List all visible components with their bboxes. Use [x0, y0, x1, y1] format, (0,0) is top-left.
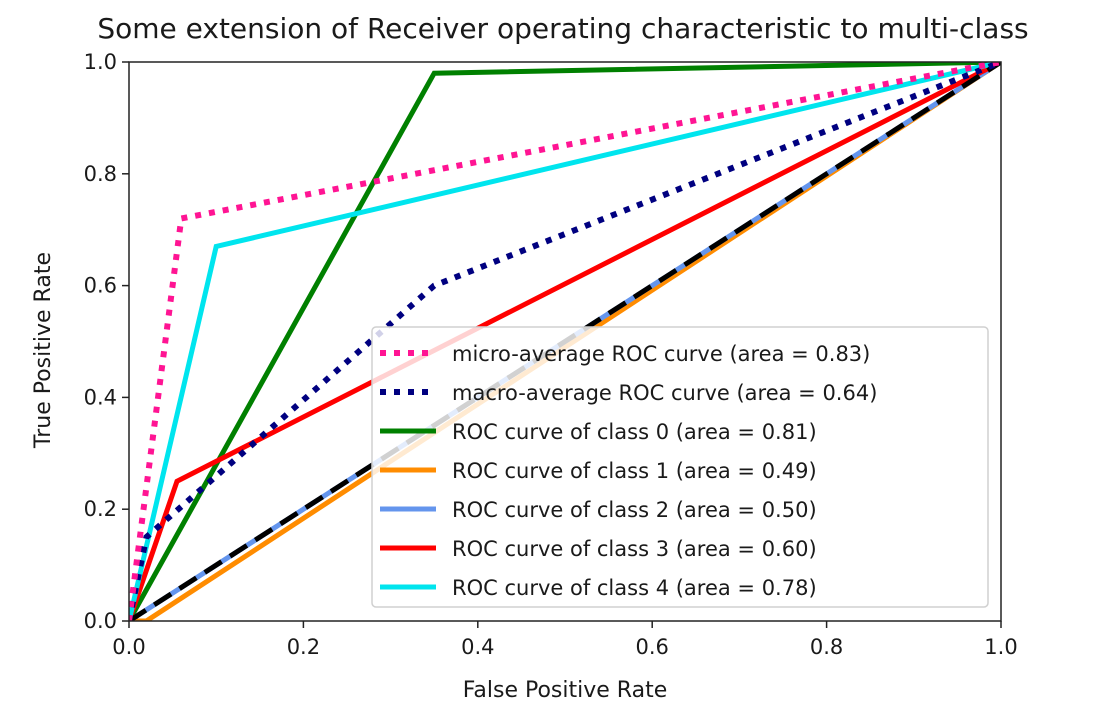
chart-title: Some extension of Receiver operating cha…: [97, 12, 1028, 45]
axes: 0.0 0.2 0.4 0.6 0.8 1.0 0.0 0.2 0.4 0.6 0.8 1.0: [84, 50, 1018, 659]
series-line-3: [129, 62, 1001, 621]
legend-entry: macro-average ROC curve (area = 0.64): [452, 381, 877, 405]
x-tick-label: 0.2: [287, 635, 320, 659]
plot-frame: [128, 61, 1002, 622]
legend-entry: ROC curve of class 1 (area = 0.49): [452, 459, 817, 483]
y-tick-label: 0.6: [84, 274, 117, 298]
legend-entry: ROC curve of class 2 (area = 0.50): [452, 498, 817, 522]
legend-box: [371, 326, 989, 608]
legend-entry: micro-average ROC curve (area = 0.83): [452, 342, 870, 366]
legend-entry: ROC curve of class 3 (area = 0.60): [452, 537, 817, 561]
series-line-2: [129, 62, 1001, 621]
x-tick-label: 0.0: [112, 635, 145, 659]
series-line-5: [129, 62, 1001, 621]
y-tick-label: 1.0: [84, 50, 117, 74]
legend-entry: ROC curve of class 0 (area = 0.81): [452, 420, 817, 444]
y-tick-label: 0.8: [84, 162, 117, 186]
x-tick-label: 0.8: [810, 635, 843, 659]
x-axis-label: False Positive Rate: [463, 678, 667, 703]
legend: micro-average ROC curve (area = 0.83) mac…: [371, 326, 989, 608]
legend-entry: ROC curve of class 4 (area = 0.78): [452, 576, 817, 600]
y-tick-label: 0.2: [84, 497, 117, 521]
y-axis-label: True Positive Rate: [31, 252, 56, 449]
x-tick-label: 1.0: [984, 635, 1017, 659]
x-tick-label: 0.4: [461, 635, 494, 659]
y-tick-label: 0.4: [84, 385, 117, 409]
x-tick-label: 0.6: [635, 635, 668, 659]
y-tick-label: 0.0: [84, 609, 117, 633]
series-line-6: [129, 62, 1001, 621]
series-line-1: [129, 62, 1001, 621]
